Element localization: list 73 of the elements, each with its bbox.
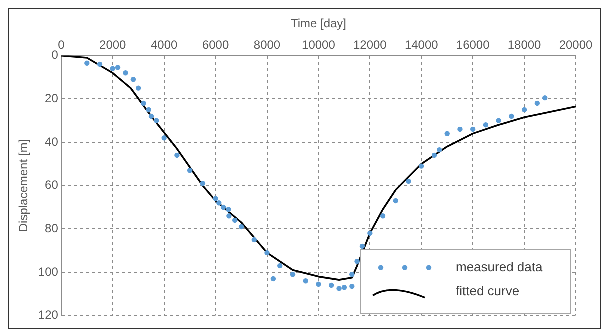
- point: [419, 164, 424, 169]
- point: [290, 272, 296, 278]
- point: [187, 168, 193, 174]
- point: [458, 126, 463, 132]
- point: [216, 200, 222, 206]
- point: [303, 278, 308, 284]
- point: [141, 100, 146, 106]
- point: [509, 114, 514, 120]
- point: [354, 259, 360, 264]
- point: [115, 65, 121, 70]
- point: [226, 207, 232, 212]
- y-tick-label: 120: [38, 308, 59, 322]
- point: [534, 100, 540, 106]
- x-tick-label: 20000: [559, 38, 594, 52]
- point: [270, 276, 276, 282]
- y-tick-label: 100: [38, 264, 59, 279]
- y-tick-label: 40: [45, 134, 59, 149]
- y-tick-label: 80: [45, 221, 59, 236]
- x-axis-title: Time [day]: [290, 16, 346, 31]
- point: [522, 107, 528, 113]
- x-tick-label: 16000: [456, 38, 490, 52]
- point: [328, 282, 334, 288]
- x-tick-label: 18000: [508, 38, 542, 52]
- point: [154, 118, 160, 124]
- legend-label: measured data: [456, 259, 544, 274]
- point: [316, 282, 322, 287]
- point: [336, 286, 342, 292]
- point: [220, 204, 226, 210]
- point: [496, 118, 502, 124]
- point: [200, 181, 206, 186]
- point: [393, 198, 398, 204]
- x-tick-label: 12000: [353, 38, 388, 52]
- point: [213, 196, 218, 202]
- point: [406, 178, 412, 184]
- point: [264, 250, 270, 256]
- point: [136, 86, 142, 91]
- point: [148, 114, 154, 120]
- point: [470, 126, 476, 132]
- point: [444, 131, 450, 136]
- point: [97, 62, 103, 68]
- point: [232, 218, 238, 224]
- point: [252, 237, 257, 243]
- y-tick-label: 0: [52, 48, 59, 62]
- x-tick-label: 8000: [254, 38, 281, 52]
- point: [130, 77, 136, 82]
- x-tick-label: 2000: [100, 38, 127, 52]
- x-tick-label: 10000: [302, 38, 336, 52]
- point: [174, 152, 180, 158]
- point: [238, 224, 244, 230]
- point: [342, 285, 348, 290]
- point: [278, 263, 283, 269]
- x-tick-label: 4000: [150, 38, 178, 52]
- point: [380, 214, 386, 219]
- point: [368, 230, 373, 236]
- point: [350, 272, 355, 278]
- legend-label: fitted curve: [456, 283, 520, 298]
- y-tick-label: 60: [45, 178, 59, 192]
- point: [84, 60, 90, 66]
- point: [432, 152, 438, 158]
- y-axis-title: Displacement [m]: [16, 139, 31, 232]
- point: [542, 95, 548, 101]
- point: [226, 214, 232, 219]
- point: [146, 107, 152, 113]
- y-tick-label: 20: [45, 91, 59, 106]
- point: [123, 70, 128, 76]
- point: [360, 244, 366, 250]
- point: [483, 122, 489, 128]
- point: [162, 136, 167, 141]
- point: [110, 66, 116, 72]
- point: [437, 147, 442, 153]
- x-tick-label: 14000: [404, 38, 439, 52]
- point: [350, 284, 355, 290]
- x-tick-label: 6000: [202, 38, 230, 52]
